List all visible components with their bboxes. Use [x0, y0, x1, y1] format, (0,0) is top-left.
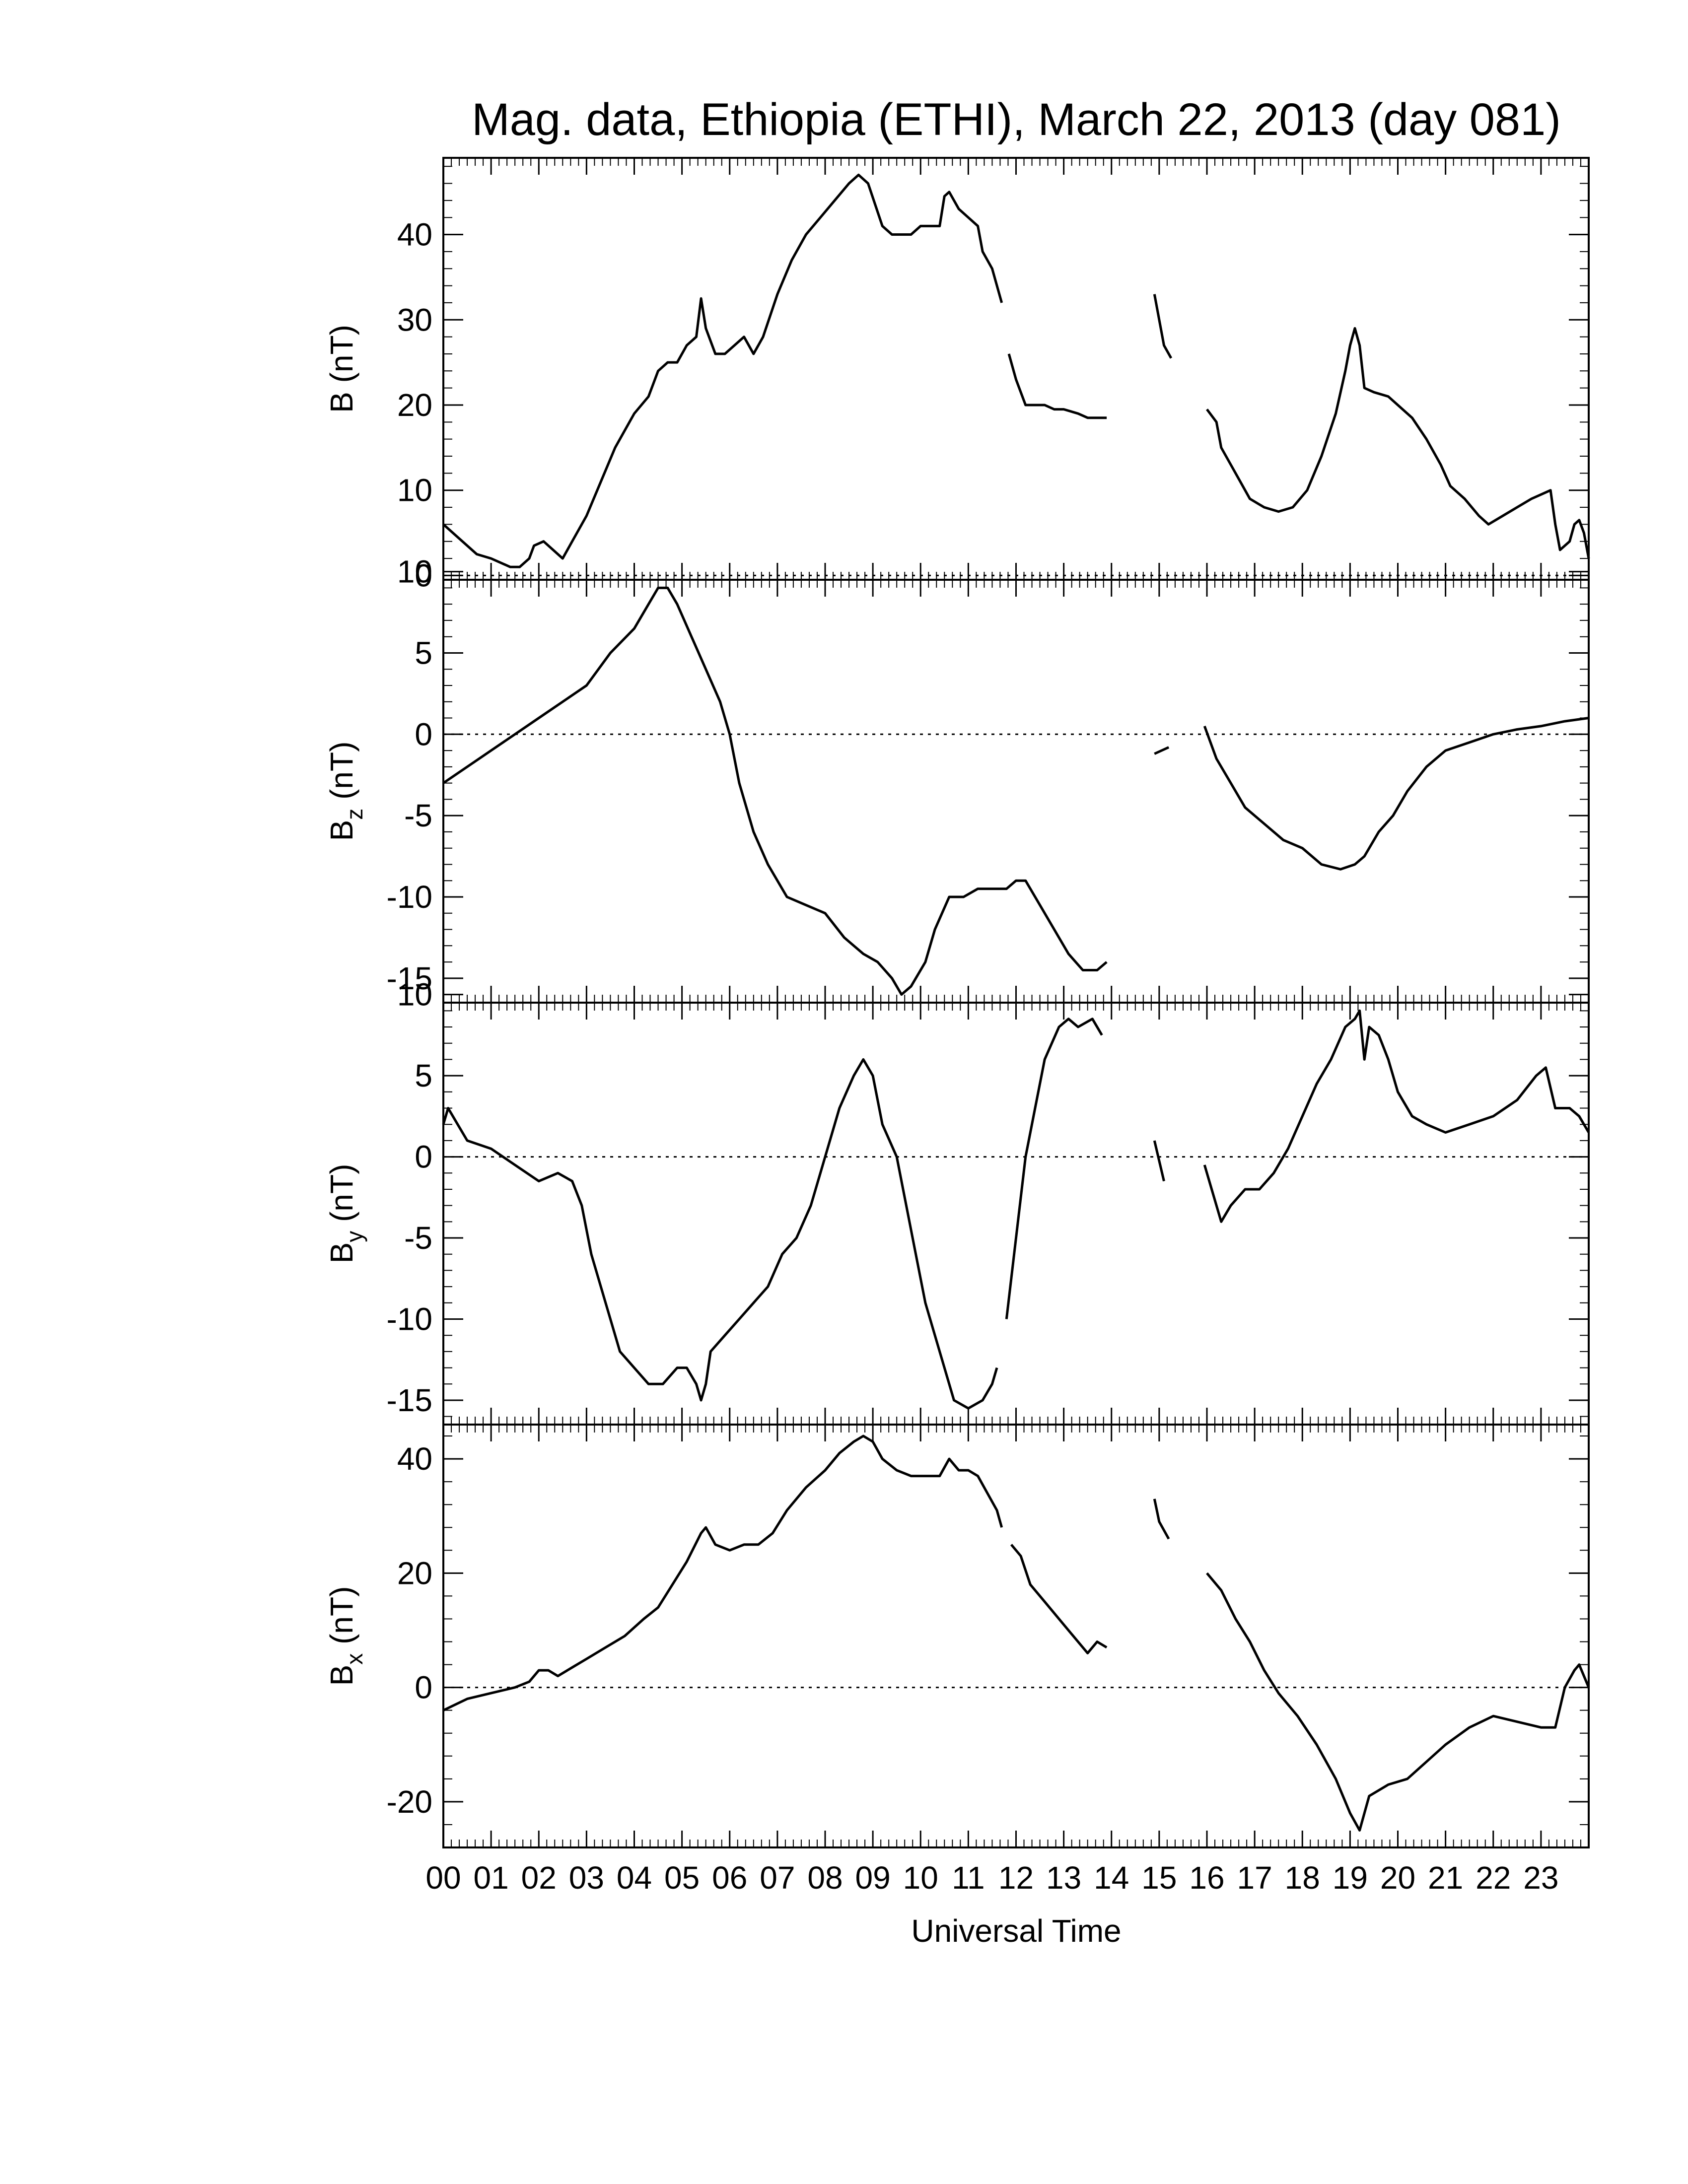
panel-frame [442, 579, 1590, 1004]
x-tick-label: 18 [1285, 1860, 1320, 1896]
x-tick-label: 20 [1380, 1860, 1415, 1896]
x-tick-label: 05 [664, 1860, 700, 1896]
y-tick-label: 30 [397, 302, 432, 338]
x-tick-label: 16 [1189, 1860, 1224, 1896]
series-Bz-segment-1 [1154, 746, 1170, 755]
y-tick-label: -15 [387, 1382, 433, 1418]
y-axis-label-By: By (nT) [324, 1164, 367, 1264]
series-Bx-segment-1 [1010, 1544, 1108, 1654]
y-tick-label: 10 [397, 473, 432, 508]
x-tick-label: 23 [1523, 1860, 1558, 1896]
series-Bx-segment-3 [1206, 1572, 1590, 1832]
x-tick-label: 06 [712, 1860, 747, 1896]
y-tick-label: 10 [397, 554, 432, 590]
y-tick-label: 40 [397, 1441, 432, 1477]
series-By-segment-1 [1005, 1018, 1103, 1319]
y-tick-label: 20 [397, 1555, 432, 1591]
y-tick-label: 10 [397, 977, 432, 1013]
y-axis-label-Bx: Bx (nT) [324, 1586, 367, 1686]
x-tick-label: 14 [1094, 1860, 1129, 1896]
x-tick-label: 11 [952, 1860, 985, 1896]
x-tick-label: 17 [1237, 1860, 1272, 1896]
x-tick-label: 09 [855, 1860, 891, 1896]
y-tick-label: -10 [387, 1301, 433, 1337]
panel-frame [442, 157, 1590, 581]
x-tick-label: 21 [1428, 1860, 1463, 1896]
y-tick-label: 0 [415, 1139, 432, 1175]
series-B-segment-3 [1205, 327, 1590, 559]
x-tick-label: 13 [1046, 1860, 1081, 1896]
x-tick-label: 03 [569, 1860, 604, 1896]
series-B-segment-1 [1007, 353, 1107, 419]
y-tick-label: 5 [415, 635, 432, 671]
y-tick-label: -5 [404, 1220, 432, 1256]
y-tick-label: 20 [397, 387, 432, 423]
y-tick-label: 5 [415, 1058, 432, 1093]
y-axis-label-B: B (nT) [324, 325, 359, 413]
panel-By: -15 -10 -5 0 5 10 By (nT) [324, 977, 1590, 1426]
x-tick-label: 07 [760, 1860, 795, 1896]
x-tick-label: 22 [1476, 1860, 1511, 1896]
series-Bx-segment-0 [442, 1434, 1003, 1711]
y-tick-label: -5 [404, 798, 432, 833]
x-axis: 00 01 02 03 04 05 06 07 08 09 10 11 12 13 14 15 16 17 18 19… [425, 1860, 1558, 1896]
y-tick-label: -15 [387, 960, 433, 996]
y-tick-label: 0 [415, 1670, 432, 1706]
x-tick-label: 00 [425, 1860, 461, 1896]
x-tick-label: 01 [474, 1860, 509, 1896]
panel-Bz: -15 -10 -5 0 5 10 Bz (nT) [324, 554, 1590, 1004]
y-axis-label-Bz: Bz (nT) [324, 742, 367, 841]
series-By-segment-0 [442, 1058, 998, 1410]
y-tick-label: 0 [415, 716, 432, 752]
series-Bx-segment-2 [1153, 1499, 1170, 1540]
series-By-segment-3 [1203, 1009, 1590, 1223]
series-B-segment-0 [442, 173, 1003, 568]
x-tick-label: 10 [903, 1860, 938, 1896]
panel-frame [442, 1002, 1590, 1426]
panel-frame [442, 1424, 1590, 1848]
x-tick-label: 04 [617, 1860, 652, 1896]
series-Bz-segment-2 [1203, 717, 1589, 871]
panel-Bx: -20 0 20 40 Bx (nT) [324, 1424, 1590, 1848]
y-tick-label: 40 [397, 217, 432, 253]
series-By-segment-2 [1153, 1140, 1165, 1182]
x-tick-label: 08 [807, 1860, 843, 1896]
series-B-segment-2 [1153, 294, 1173, 359]
x-tick-label: 12 [998, 1860, 1034, 1896]
x-axis-label: Universal Time [911, 1913, 1121, 1949]
x-tick-label: 19 [1333, 1860, 1368, 1896]
x-tick-label: 02 [521, 1860, 557, 1896]
x-tick-label: 15 [1141, 1860, 1177, 1896]
chart-title: Mag. data, Ethiopia (ETHI), March 22, 20… [472, 94, 1561, 145]
y-tick-label: -20 [387, 1784, 433, 1820]
series-Bz-segment-0 [442, 586, 1108, 996]
y-tick-label: -10 [387, 879, 433, 915]
y-tick-label: 0 [415, 557, 432, 593]
